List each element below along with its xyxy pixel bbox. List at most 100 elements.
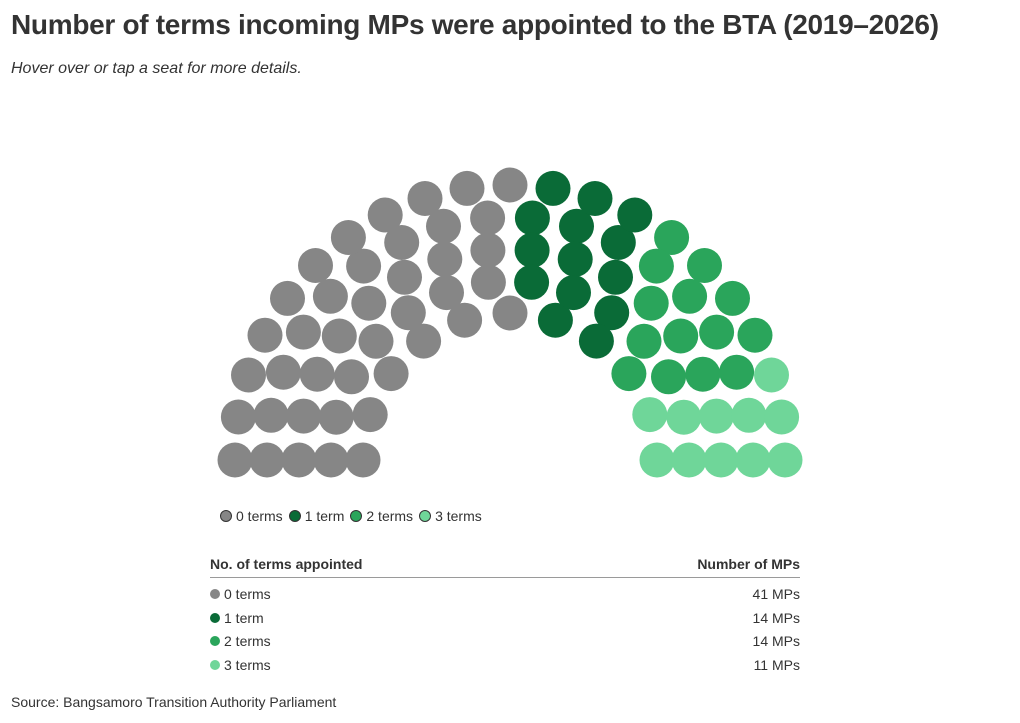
seat-0-terms[interactable]: 0 terms xyxy=(447,302,483,338)
seat-3-terms[interactable]: 3 terms xyxy=(666,399,702,435)
seat-3-terms[interactable]: 3 terms xyxy=(731,397,767,433)
seat-0-terms[interactable]: 0 terms xyxy=(265,354,301,390)
seat-3-terms[interactable]: 3 terms xyxy=(764,399,800,435)
seat-0-terms[interactable]: 0 terms xyxy=(449,170,485,206)
seat-2-terms[interactable]: 2 terms xyxy=(672,278,708,314)
seat-0-terms[interactable]: 0 terms xyxy=(249,442,285,478)
seat-0-terms[interactable]: 0 terms xyxy=(247,317,283,353)
row-dot xyxy=(210,659,220,670)
source-note: Source: Bangsamoro Transition Authority … xyxy=(11,694,337,710)
seat-1-term[interactable]: 1 term xyxy=(514,232,550,268)
table-cell-label: 3 terms xyxy=(210,657,271,673)
legend-swatch-2-terms xyxy=(350,510,363,522)
seat-0-terms[interactable]: 0 terms xyxy=(318,399,354,435)
row-label: 3 terms xyxy=(224,656,271,673)
seat-2-terms[interactable]: 2 terms xyxy=(719,354,755,390)
seat-0-terms[interactable]: 0 terms xyxy=(334,359,369,395)
seat-0-terms[interactable]: 0 terms xyxy=(470,200,506,236)
seat-1-term[interactable]: 1 term xyxy=(556,275,591,311)
seat-1-term[interactable]: 1 term xyxy=(598,259,633,295)
seat-0-terms[interactable]: 0 terms xyxy=(217,442,253,478)
summary-table: No. of terms appointed Number of MPs 0 t… xyxy=(210,556,800,677)
seat-2-terms[interactable]: 2 terms xyxy=(611,356,647,392)
seat-0-terms[interactable]: 0 terms xyxy=(298,248,333,283)
seat-0-terms[interactable]: 0 terms xyxy=(299,356,335,392)
seat-0-terms[interactable]: 0 terms xyxy=(312,278,348,314)
seat-1-term[interactable]: 1 term xyxy=(600,225,636,260)
seat-0-terms[interactable]: 0 terms xyxy=(253,397,289,433)
seat-3-terms[interactable]: 3 terms xyxy=(632,397,668,433)
seat-0-terms[interactable]: 0 terms xyxy=(321,318,357,354)
seat-3-terms[interactable]: 3 terms xyxy=(639,442,675,478)
seat-0-terms[interactable]: 0 terms xyxy=(492,295,528,331)
row-value: 41 MPs xyxy=(752,585,800,602)
seat-0-terms[interactable]: 0 terms xyxy=(281,442,317,478)
seat-0-terms[interactable]: 0 terms xyxy=(285,314,321,350)
legend-item-0-terms[interactable]: 0 terms xyxy=(220,508,283,524)
seat-1-term[interactable]: 1 term xyxy=(559,208,594,244)
seat-2-terms[interactable]: 2 terms xyxy=(633,285,669,321)
seat-0-terms[interactable]: 0 terms xyxy=(330,220,366,255)
row-dot xyxy=(210,588,220,599)
seat-0-terms[interactable]: 0 terms xyxy=(358,323,394,359)
row-dot xyxy=(210,612,220,623)
seat-0-terms[interactable]: 0 terms xyxy=(351,285,387,321)
seat-2-terms[interactable]: 2 terms xyxy=(638,248,674,284)
seat-0-terms[interactable]: 0 terms xyxy=(270,280,305,316)
seat-0-terms[interactable]: 0 terms xyxy=(373,356,409,392)
parliament-chart: 0 terms0 terms0 terms0 terms0 terms0 ter… xyxy=(217,167,803,478)
seat-2-terms[interactable]: 2 terms xyxy=(687,248,722,283)
seat-0-terms[interactable]: 0 terms xyxy=(367,197,403,233)
seat-3-terms[interactable]: 3 terms xyxy=(735,442,771,478)
seat-0-terms[interactable]: 0 terms xyxy=(286,398,322,434)
seat-0-terms[interactable]: 0 terms xyxy=(390,295,426,331)
seat-0-terms[interactable]: 0 terms xyxy=(313,442,349,478)
seat-0-terms[interactable]: 0 terms xyxy=(387,259,422,295)
seat-1-term[interactable]: 1 term xyxy=(594,295,630,331)
legend-item-3-terms[interactable]: 3 terms xyxy=(419,508,482,524)
seat-2-terms[interactable]: 2 terms xyxy=(685,356,721,392)
seat-1-term[interactable]: 1 term xyxy=(557,241,593,277)
seat-1-term[interactable]: 1 term xyxy=(617,197,653,233)
seat-0-terms[interactable]: 0 terms xyxy=(231,357,266,393)
row-label: 0 terms xyxy=(224,585,271,602)
seat-0-terms[interactable]: 0 terms xyxy=(384,225,420,260)
seat-2-terms[interactable]: 2 terms xyxy=(737,317,773,353)
seat-0-terms[interactable]: 0 terms xyxy=(470,264,506,300)
seat-2-terms[interactable]: 2 terms xyxy=(654,220,690,255)
seat-1-term[interactable]: 1 term xyxy=(535,170,571,206)
seat-0-terms[interactable]: 0 terms xyxy=(346,248,382,284)
seat-0-terms[interactable]: 0 terms xyxy=(470,232,506,268)
seat-3-terms[interactable]: 3 terms xyxy=(703,442,739,478)
row-value: 14 MPs xyxy=(752,609,800,626)
seat-2-terms[interactable]: 2 terms xyxy=(626,323,662,359)
seat-0-terms[interactable]: 0 terms xyxy=(406,323,442,359)
legend-item-2-terms[interactable]: 2 terms xyxy=(350,508,413,524)
chart-legend: 0 terms 1 term 2 terms 3 terms xyxy=(220,508,488,524)
seat-1-term[interactable]: 1 term xyxy=(578,323,614,359)
seat-0-terms[interactable]: 0 terms xyxy=(429,275,464,311)
legend-swatch-0-terms xyxy=(220,510,232,522)
seat-2-terms[interactable]: 2 terms xyxy=(651,359,686,395)
seat-0-terms[interactable]: 0 terms xyxy=(220,399,256,435)
seat-0-terms[interactable]: 0 terms xyxy=(407,181,443,216)
seat-0-terms[interactable]: 0 terms xyxy=(352,397,388,433)
seat-2-terms[interactable]: 2 terms xyxy=(715,280,750,316)
seat-1-term[interactable]: 1 term xyxy=(514,200,550,236)
seat-1-term[interactable]: 1 term xyxy=(514,264,550,300)
seat-3-terms[interactable]: 3 terms xyxy=(671,442,707,478)
seat-2-terms[interactable]: 2 terms xyxy=(699,314,735,350)
seat-3-terms[interactable]: 3 terms xyxy=(754,357,789,393)
seat-3-terms[interactable]: 3 terms xyxy=(767,442,803,478)
seat-3-terms[interactable]: 3 terms xyxy=(698,398,734,434)
seat-0-terms[interactable]: 0 terms xyxy=(345,442,381,478)
seat-1-term[interactable]: 1 term xyxy=(577,181,613,216)
seat-0-terms[interactable]: 0 terms xyxy=(492,167,528,203)
seat-2-terms[interactable]: 2 terms xyxy=(663,318,699,354)
table-row: 1 term 14 MPs xyxy=(210,606,800,630)
table-cell-label: 1 term xyxy=(210,610,264,626)
seat-0-terms[interactable]: 0 terms xyxy=(426,208,461,244)
seat-0-terms[interactable]: 0 terms xyxy=(427,241,463,277)
seat-1-term[interactable]: 1 term xyxy=(537,302,573,338)
legend-item-1-term[interactable]: 1 term xyxy=(288,508,344,524)
